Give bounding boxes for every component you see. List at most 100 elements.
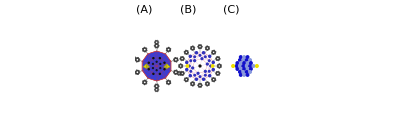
Circle shape: [246, 65, 248, 67]
Circle shape: [154, 86, 155, 87]
Circle shape: [204, 70, 206, 72]
Circle shape: [168, 51, 169, 52]
Circle shape: [180, 73, 181, 74]
Circle shape: [218, 57, 219, 58]
Circle shape: [252, 65, 255, 67]
Circle shape: [246, 56, 249, 58]
Circle shape: [152, 68, 153, 69]
Circle shape: [181, 74, 182, 75]
Circle shape: [246, 62, 249, 64]
Circle shape: [185, 78, 186, 79]
Circle shape: [148, 62, 149, 63]
Circle shape: [198, 46, 199, 47]
Circle shape: [204, 56, 206, 58]
Circle shape: [139, 72, 140, 73]
Circle shape: [168, 80, 169, 81]
Circle shape: [158, 86, 159, 87]
Circle shape: [201, 46, 202, 47]
Circle shape: [246, 74, 249, 76]
Circle shape: [201, 58, 203, 60]
Circle shape: [189, 55, 191, 57]
Circle shape: [240, 68, 242, 70]
Circle shape: [135, 58, 136, 59]
Circle shape: [155, 47, 156, 48]
Circle shape: [239, 65, 241, 67]
Circle shape: [146, 81, 147, 82]
Text: (B): (B): [180, 5, 196, 15]
Circle shape: [159, 58, 160, 59]
Circle shape: [218, 74, 219, 75]
Circle shape: [202, 52, 204, 54]
Circle shape: [180, 64, 181, 65]
Circle shape: [164, 62, 165, 63]
Circle shape: [199, 45, 200, 46]
Circle shape: [243, 74, 245, 76]
Circle shape: [242, 71, 244, 73]
Circle shape: [236, 62, 238, 64]
Circle shape: [160, 63, 161, 64]
Circle shape: [219, 73, 220, 74]
Circle shape: [143, 81, 144, 82]
Circle shape: [202, 78, 204, 80]
Circle shape: [214, 53, 215, 54]
Circle shape: [196, 78, 198, 80]
Circle shape: [194, 74, 196, 76]
Circle shape: [154, 45, 155, 46]
Circle shape: [157, 47, 158, 48]
Polygon shape: [167, 64, 170, 69]
Circle shape: [199, 55, 201, 56]
Circle shape: [240, 62, 242, 64]
Circle shape: [232, 65, 234, 67]
Circle shape: [249, 59, 251, 61]
Circle shape: [212, 61, 214, 63]
Circle shape: [192, 85, 193, 86]
Circle shape: [201, 85, 202, 86]
Text: (A): (A): [136, 5, 152, 15]
Circle shape: [206, 63, 208, 65]
Circle shape: [176, 61, 177, 62]
Circle shape: [207, 46, 208, 47]
Polygon shape: [146, 64, 150, 69]
Circle shape: [198, 85, 199, 86]
Circle shape: [180, 58, 181, 59]
Circle shape: [157, 84, 158, 85]
Circle shape: [144, 51, 145, 52]
Circle shape: [177, 58, 178, 59]
Circle shape: [186, 61, 188, 63]
Polygon shape: [164, 64, 167, 69]
Circle shape: [249, 65, 251, 67]
Circle shape: [143, 50, 144, 51]
Circle shape: [190, 60, 192, 62]
Circle shape: [199, 76, 201, 77]
Circle shape: [159, 73, 160, 74]
Circle shape: [256, 65, 258, 67]
Circle shape: [210, 65, 212, 67]
Circle shape: [209, 75, 211, 77]
Circle shape: [235, 65, 238, 67]
Circle shape: [249, 71, 251, 73]
Circle shape: [196, 52, 198, 54]
Circle shape: [212, 65, 214, 67]
Circle shape: [148, 69, 149, 70]
Circle shape: [243, 68, 245, 70]
Circle shape: [177, 73, 178, 74]
Circle shape: [186, 65, 188, 67]
Circle shape: [250, 68, 252, 70]
Circle shape: [158, 45, 159, 46]
Circle shape: [192, 67, 194, 69]
Circle shape: [219, 64, 220, 65]
Circle shape: [194, 56, 196, 58]
Text: (C): (C): [223, 5, 239, 15]
Circle shape: [208, 70, 210, 72]
Circle shape: [180, 67, 181, 68]
Circle shape: [139, 59, 140, 60]
Circle shape: [219, 58, 220, 59]
Circle shape: [246, 71, 248, 73]
Circle shape: [250, 62, 252, 64]
Circle shape: [176, 70, 177, 71]
Circle shape: [200, 86, 201, 87]
Circle shape: [153, 73, 154, 74]
Circle shape: [136, 70, 137, 71]
Circle shape: [236, 68, 238, 70]
Circle shape: [208, 60, 210, 62]
